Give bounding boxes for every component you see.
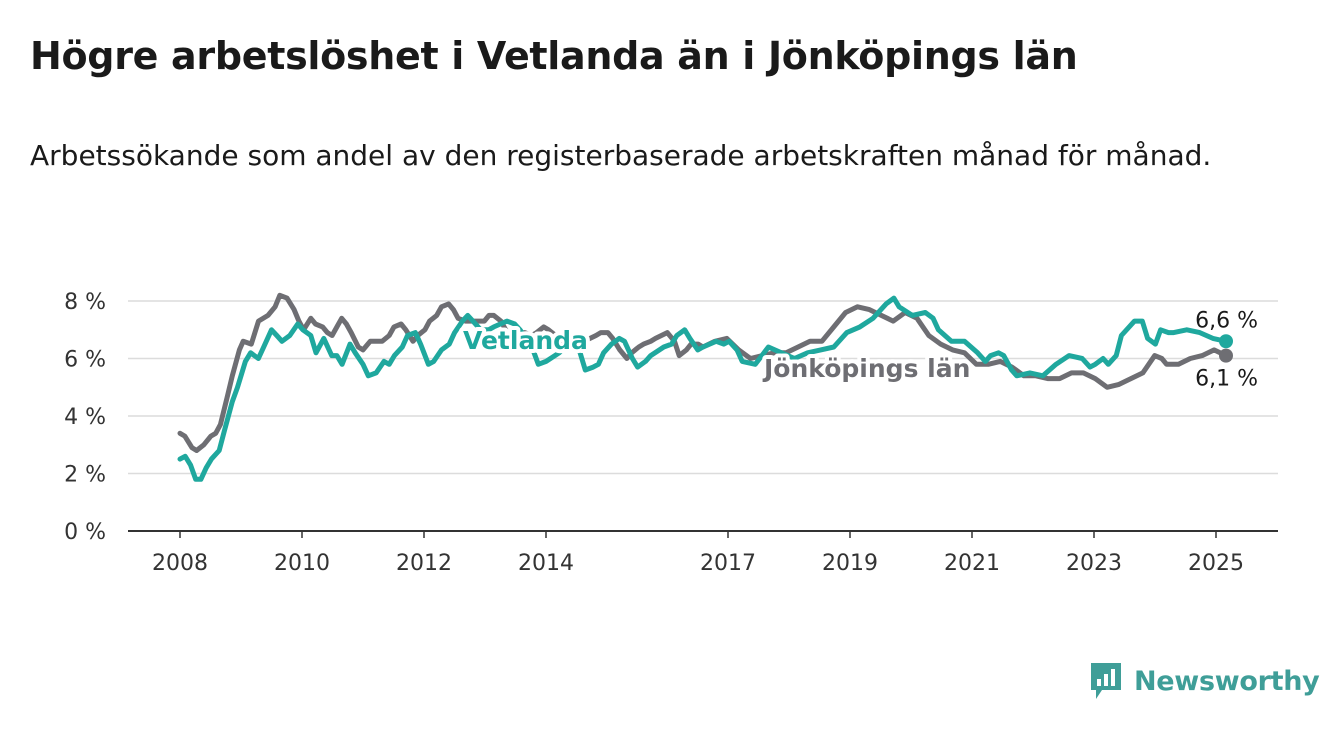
y-tick-label: 4 % [64, 405, 106, 430]
series-name-label: Vetlanda [463, 326, 588, 355]
series-end-point [1219, 334, 1233, 349]
brand-name: Newsworthy [1134, 665, 1320, 697]
x-axis: 2008 2010 2012 2014 2017 2019 2021 2023 2025 [128, 530, 1278, 576]
x-tick-label: 2017 [700, 551, 756, 576]
y-tick-label: 6 % [64, 348, 106, 373]
series-lines [177, 292, 1233, 482]
series-name-label: Jönköpings län [762, 354, 970, 383]
x-tick-label: 2019 [822, 551, 878, 576]
y-tick-label: 8 % [64, 290, 106, 315]
y-tick-label: 0 % [64, 520, 106, 545]
series-label-halo: Vetlanda [463, 326, 588, 355]
x-tick-label: 2025 [1188, 551, 1244, 576]
x-tick-label: 2014 [518, 551, 574, 576]
x-tick-label: 2012 [396, 551, 452, 576]
x-tick-label: 2023 [1066, 551, 1122, 576]
gridlines [128, 300, 1278, 475]
newsworthy-brand: Newsworthy [1088, 660, 1320, 702]
series-label-halo: Jönköpings län [762, 354, 970, 383]
x-tick-label: 2008 [152, 551, 208, 576]
series-line-jonkopings-lan [177, 292, 1229, 453]
series-end-point [1219, 348, 1233, 363]
y-tick-label: 2 % [64, 463, 106, 488]
chart-subtitle: Arbetssökande som andel av den registerb… [30, 139, 1212, 172]
y-axis: 0 % 2 % 4 % 6 % 8 % [64, 290, 106, 545]
end-value-label: 6,6 % [1195, 308, 1258, 333]
x-tick-label: 2010 [274, 551, 330, 576]
page-title: Högre arbetslöshet i Vetlanda än i Jönkö… [30, 34, 1078, 78]
series-line-vetlanda [177, 295, 1229, 482]
end-value-label: 6,1 % [1195, 367, 1258, 392]
newsworthy-logo-icon [1091, 663, 1121, 699]
x-tick-label: 2021 [944, 551, 1000, 576]
